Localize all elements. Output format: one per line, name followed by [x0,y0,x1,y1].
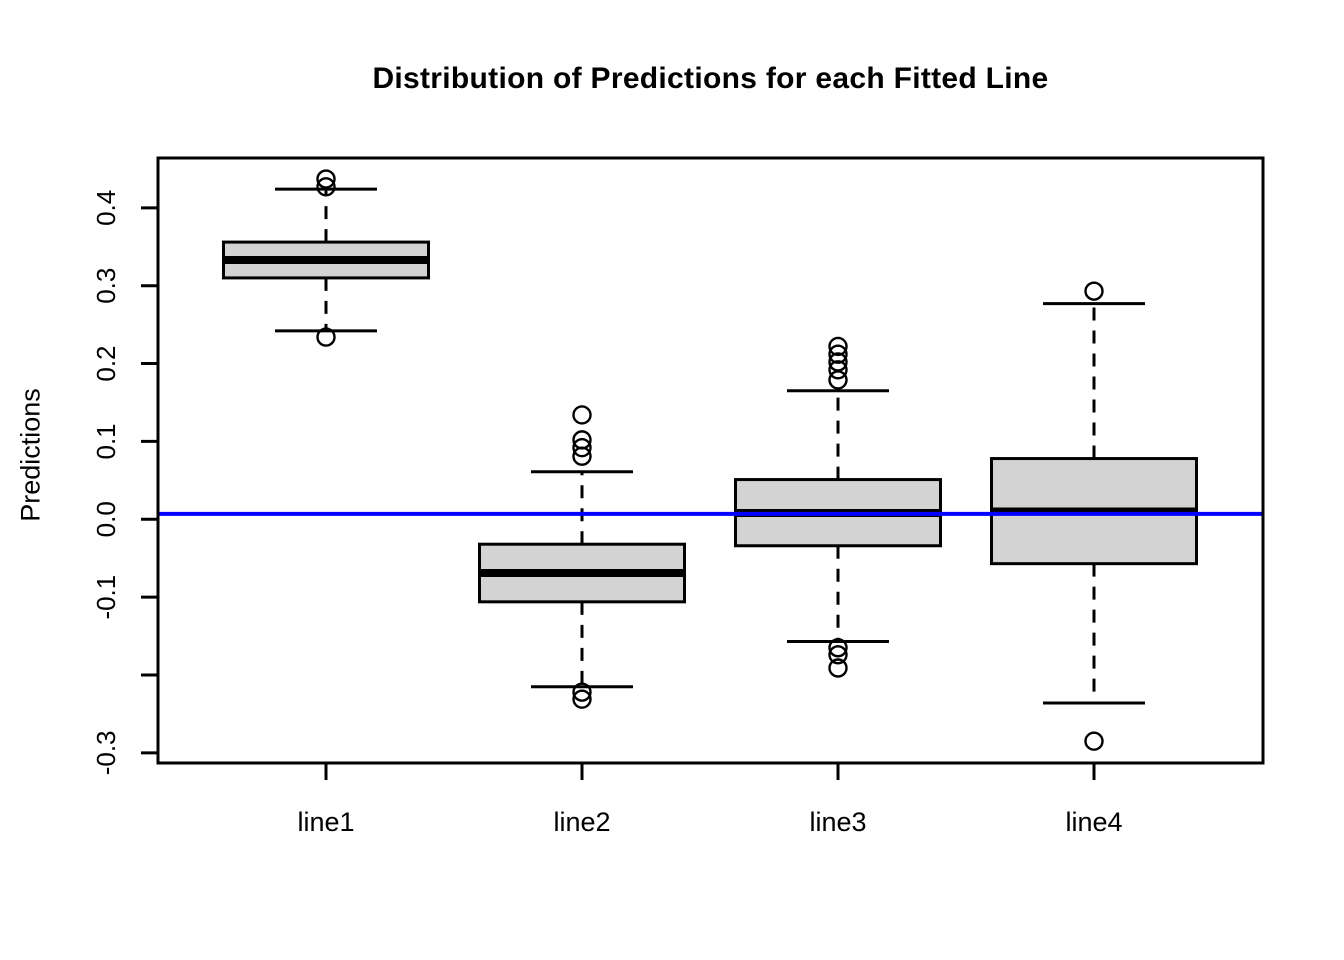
x-tick-label-line1: line1 [297,807,354,837]
outlier-point-line3 [828,344,848,364]
outlier-point-line3 [828,638,848,658]
outlier-point-line3 [828,336,848,357]
y-tick-label: -0.3 [91,730,121,775]
outlier-point-line4 [1084,731,1104,751]
y-tick-label: 0.3 [91,268,121,304]
x-tick-label-line4: line4 [1065,807,1122,837]
outlier-point-line2 [572,689,592,709]
outlier-point-line3 [828,658,848,678]
y-tick-label: 0.4 [91,190,121,226]
outlier-point-line1 [316,177,336,197]
outlier-point-line1 [316,327,336,347]
outlier-point-line4 [1084,281,1104,301]
y-tick-label: 0.2 [91,345,121,381]
y-tick-label: -0.1 [91,575,121,620]
outlier-point-line3 [828,645,848,665]
outlier-point-line2 [572,446,592,466]
outlier-point-line2 [572,682,592,702]
chart-title: Distribution of Predictions for each Fit… [372,62,1049,95]
outlier-point-line2 [572,405,592,425]
outlier-point-line3 [828,370,848,390]
outlier-point-line1 [316,169,336,189]
plot-border [156,156,1265,765]
outlier-point-line2 [572,437,592,458]
y-tick-label: 0.0 [91,501,121,537]
x-tick-label-line2: line2 [553,807,610,837]
y-tick-label: 0.1 [91,423,121,459]
x-tick-label-line3: line3 [809,807,866,837]
outlier-point-line3 [828,360,848,380]
